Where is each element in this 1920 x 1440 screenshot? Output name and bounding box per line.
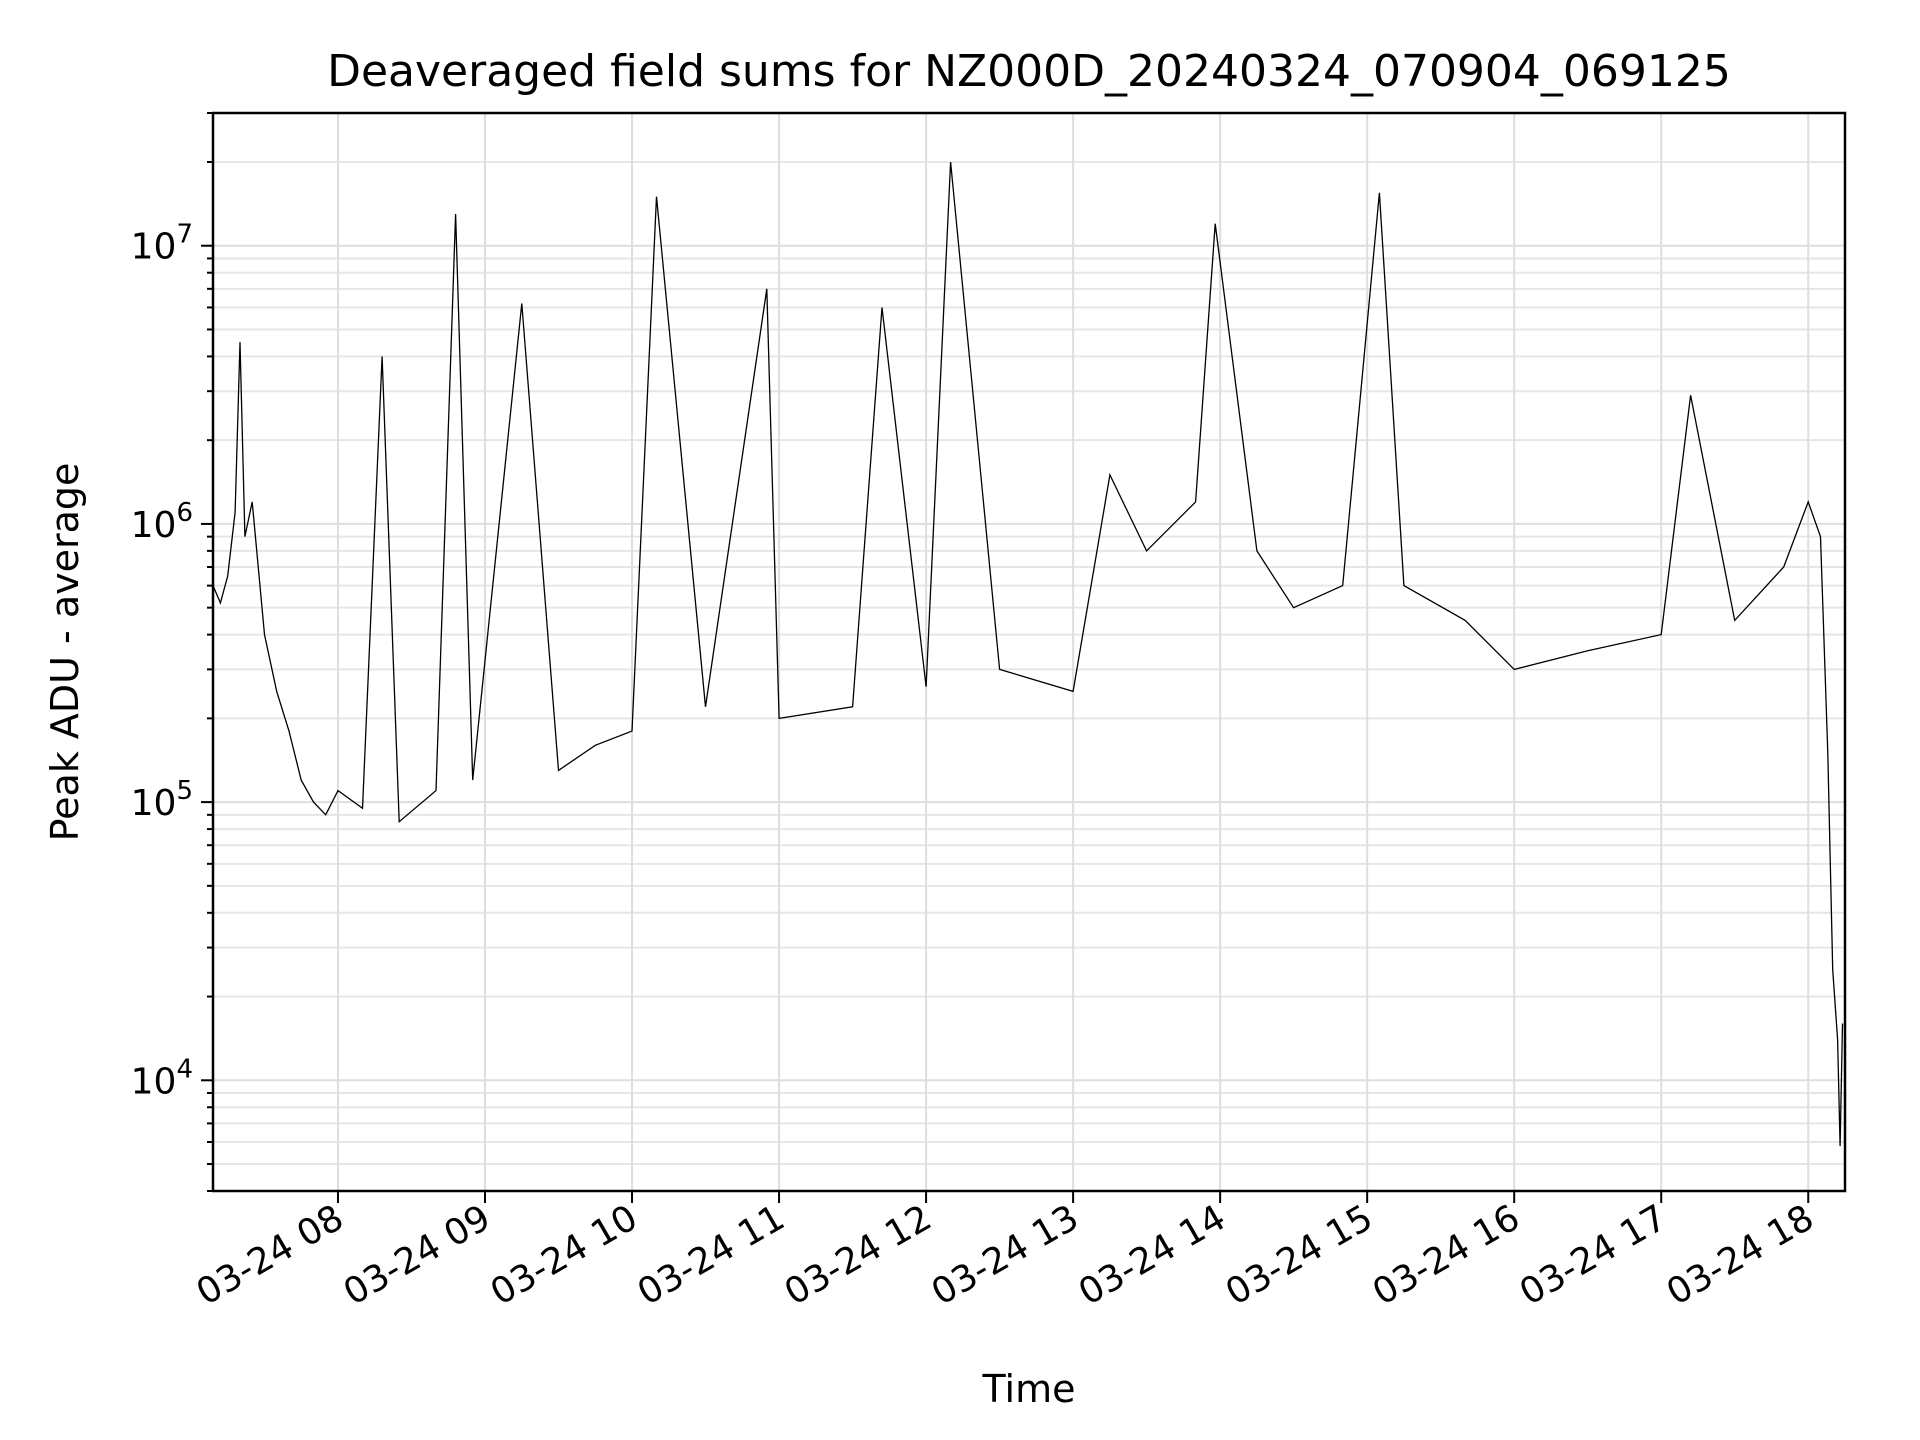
chart-title: Deaveraged field sums for NZ000D_2024032… — [327, 46, 1731, 97]
y-tick-label: 104 — [131, 1054, 193, 1102]
x-axis-label: Time — [982, 1367, 1076, 1411]
y-tick-label: 105 — [131, 776, 193, 824]
y-tick-label: 107 — [131, 220, 193, 268]
grid — [213, 112, 1845, 1192]
y-tick-label: 106 — [131, 498, 193, 546]
y-axis-label: Peak ADU - average — [43, 463, 87, 842]
series-line — [212, 161, 1844, 1147]
y-axis: 104 105 106 107 — [131, 112, 213, 1192]
series-layer — [212, 161, 1844, 1147]
plot-frame — [211, 111, 1847, 1193]
